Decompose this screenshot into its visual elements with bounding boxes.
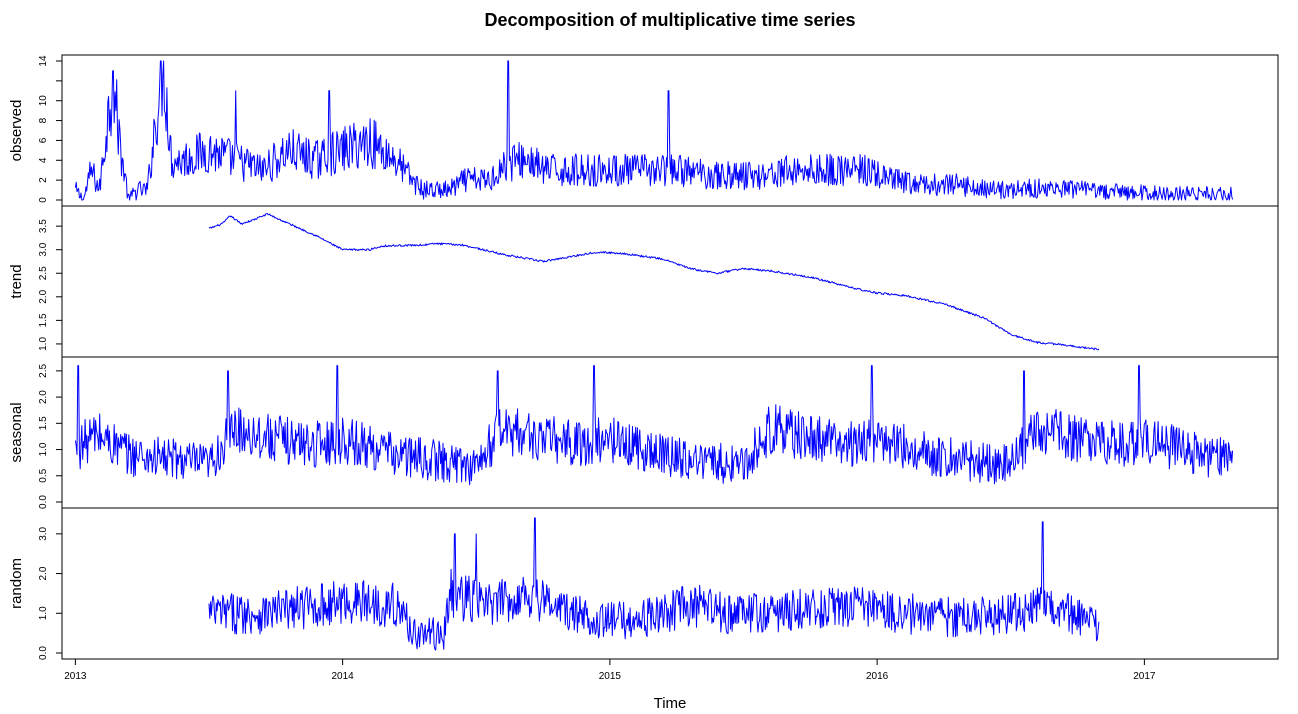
y-tick-label-trend: 3.5 [38, 219, 49, 233]
y-tick-label-trend: 1.5 [38, 313, 49, 327]
y-tick-label-random: 0.0 [38, 646, 49, 660]
x-tick-label: 2014 [331, 671, 354, 682]
y-tick-label-trend: 1.0 [38, 337, 49, 351]
panel-frame-observed [61, 54, 1279, 207]
panel-seasonal: 0.0 0.5 1.0 1.5 2.0 2.5 seasonal [8, 356, 1279, 509]
y-tick-label-trend: 2.5 [38, 266, 49, 280]
x-tick-label: 2017 [1133, 671, 1156, 682]
y-tick-label-seasonal: 2.0 [38, 390, 49, 404]
panel-observed: 0 2 4 6 8 10 14 observed [8, 54, 1279, 207]
y-axis-label-observed: observed [8, 100, 25, 162]
y-axis-label-trend: trend [8, 264, 25, 298]
y-tick-label-random: 1.0 [38, 606, 49, 620]
series-line-observed [74, 60, 1234, 201]
y-tick-label-seasonal: 2.5 [38, 363, 49, 377]
panel-trend: 1.0 1.5 2.0 2.5 3.0 3.5 trend [8, 205, 1279, 358]
y-tick-label-random: 2.0 [38, 566, 49, 580]
x-tick-label: 2016 [866, 671, 889, 682]
panel-frame-trend [61, 205, 1279, 358]
y-tick-label-seasonal: 0.5 [38, 468, 49, 482]
y-tick-label-trend: 3.0 [38, 242, 49, 256]
x-axis-label: Time [654, 695, 687, 712]
y-tick-label-seasonal: 1.5 [38, 416, 49, 430]
series-line-trend [208, 213, 1100, 351]
x-axis: 2013 2014 2015 2016 2017 [64, 659, 1156, 682]
series-line-seasonal [74, 365, 1234, 486]
y-tick-label-observed: 4 [38, 157, 49, 163]
y-tick-label-observed: 0 [38, 197, 49, 203]
panels: 0 2 4 6 8 10 14 observed 1.0 1.5 2.0 2.5 3.0 3.5 trend… [8, 54, 1279, 660]
y-tick-label-seasonal: 1.0 [38, 442, 49, 456]
y-tick-label-observed: 2 [38, 177, 49, 183]
y-tick-label-observed: 14 [38, 55, 49, 67]
y-tick-label-seasonal: 0.0 [38, 495, 49, 509]
panel-random: 0.0 1.0 2.0 3.0 random [8, 507, 1279, 660]
y-tick-label-observed: 10 [38, 95, 49, 107]
y-axis-label-random: random [8, 558, 25, 609]
chart-title: Decomposition of multiplicative time ser… [484, 10, 855, 30]
panel-frame-random [61, 507, 1279, 660]
y-tick-label-observed: 6 [38, 137, 49, 143]
y-tick-label-random: 3.0 [38, 526, 49, 540]
y-tick-label-trend: 2.0 [38, 289, 49, 303]
series-line-random [208, 517, 1100, 651]
x-tick-label: 2015 [599, 671, 622, 682]
x-tick-label: 2013 [64, 671, 87, 682]
y-axis-label-seasonal: seasonal [8, 402, 25, 462]
y-tick-label-observed: 8 [38, 117, 49, 123]
